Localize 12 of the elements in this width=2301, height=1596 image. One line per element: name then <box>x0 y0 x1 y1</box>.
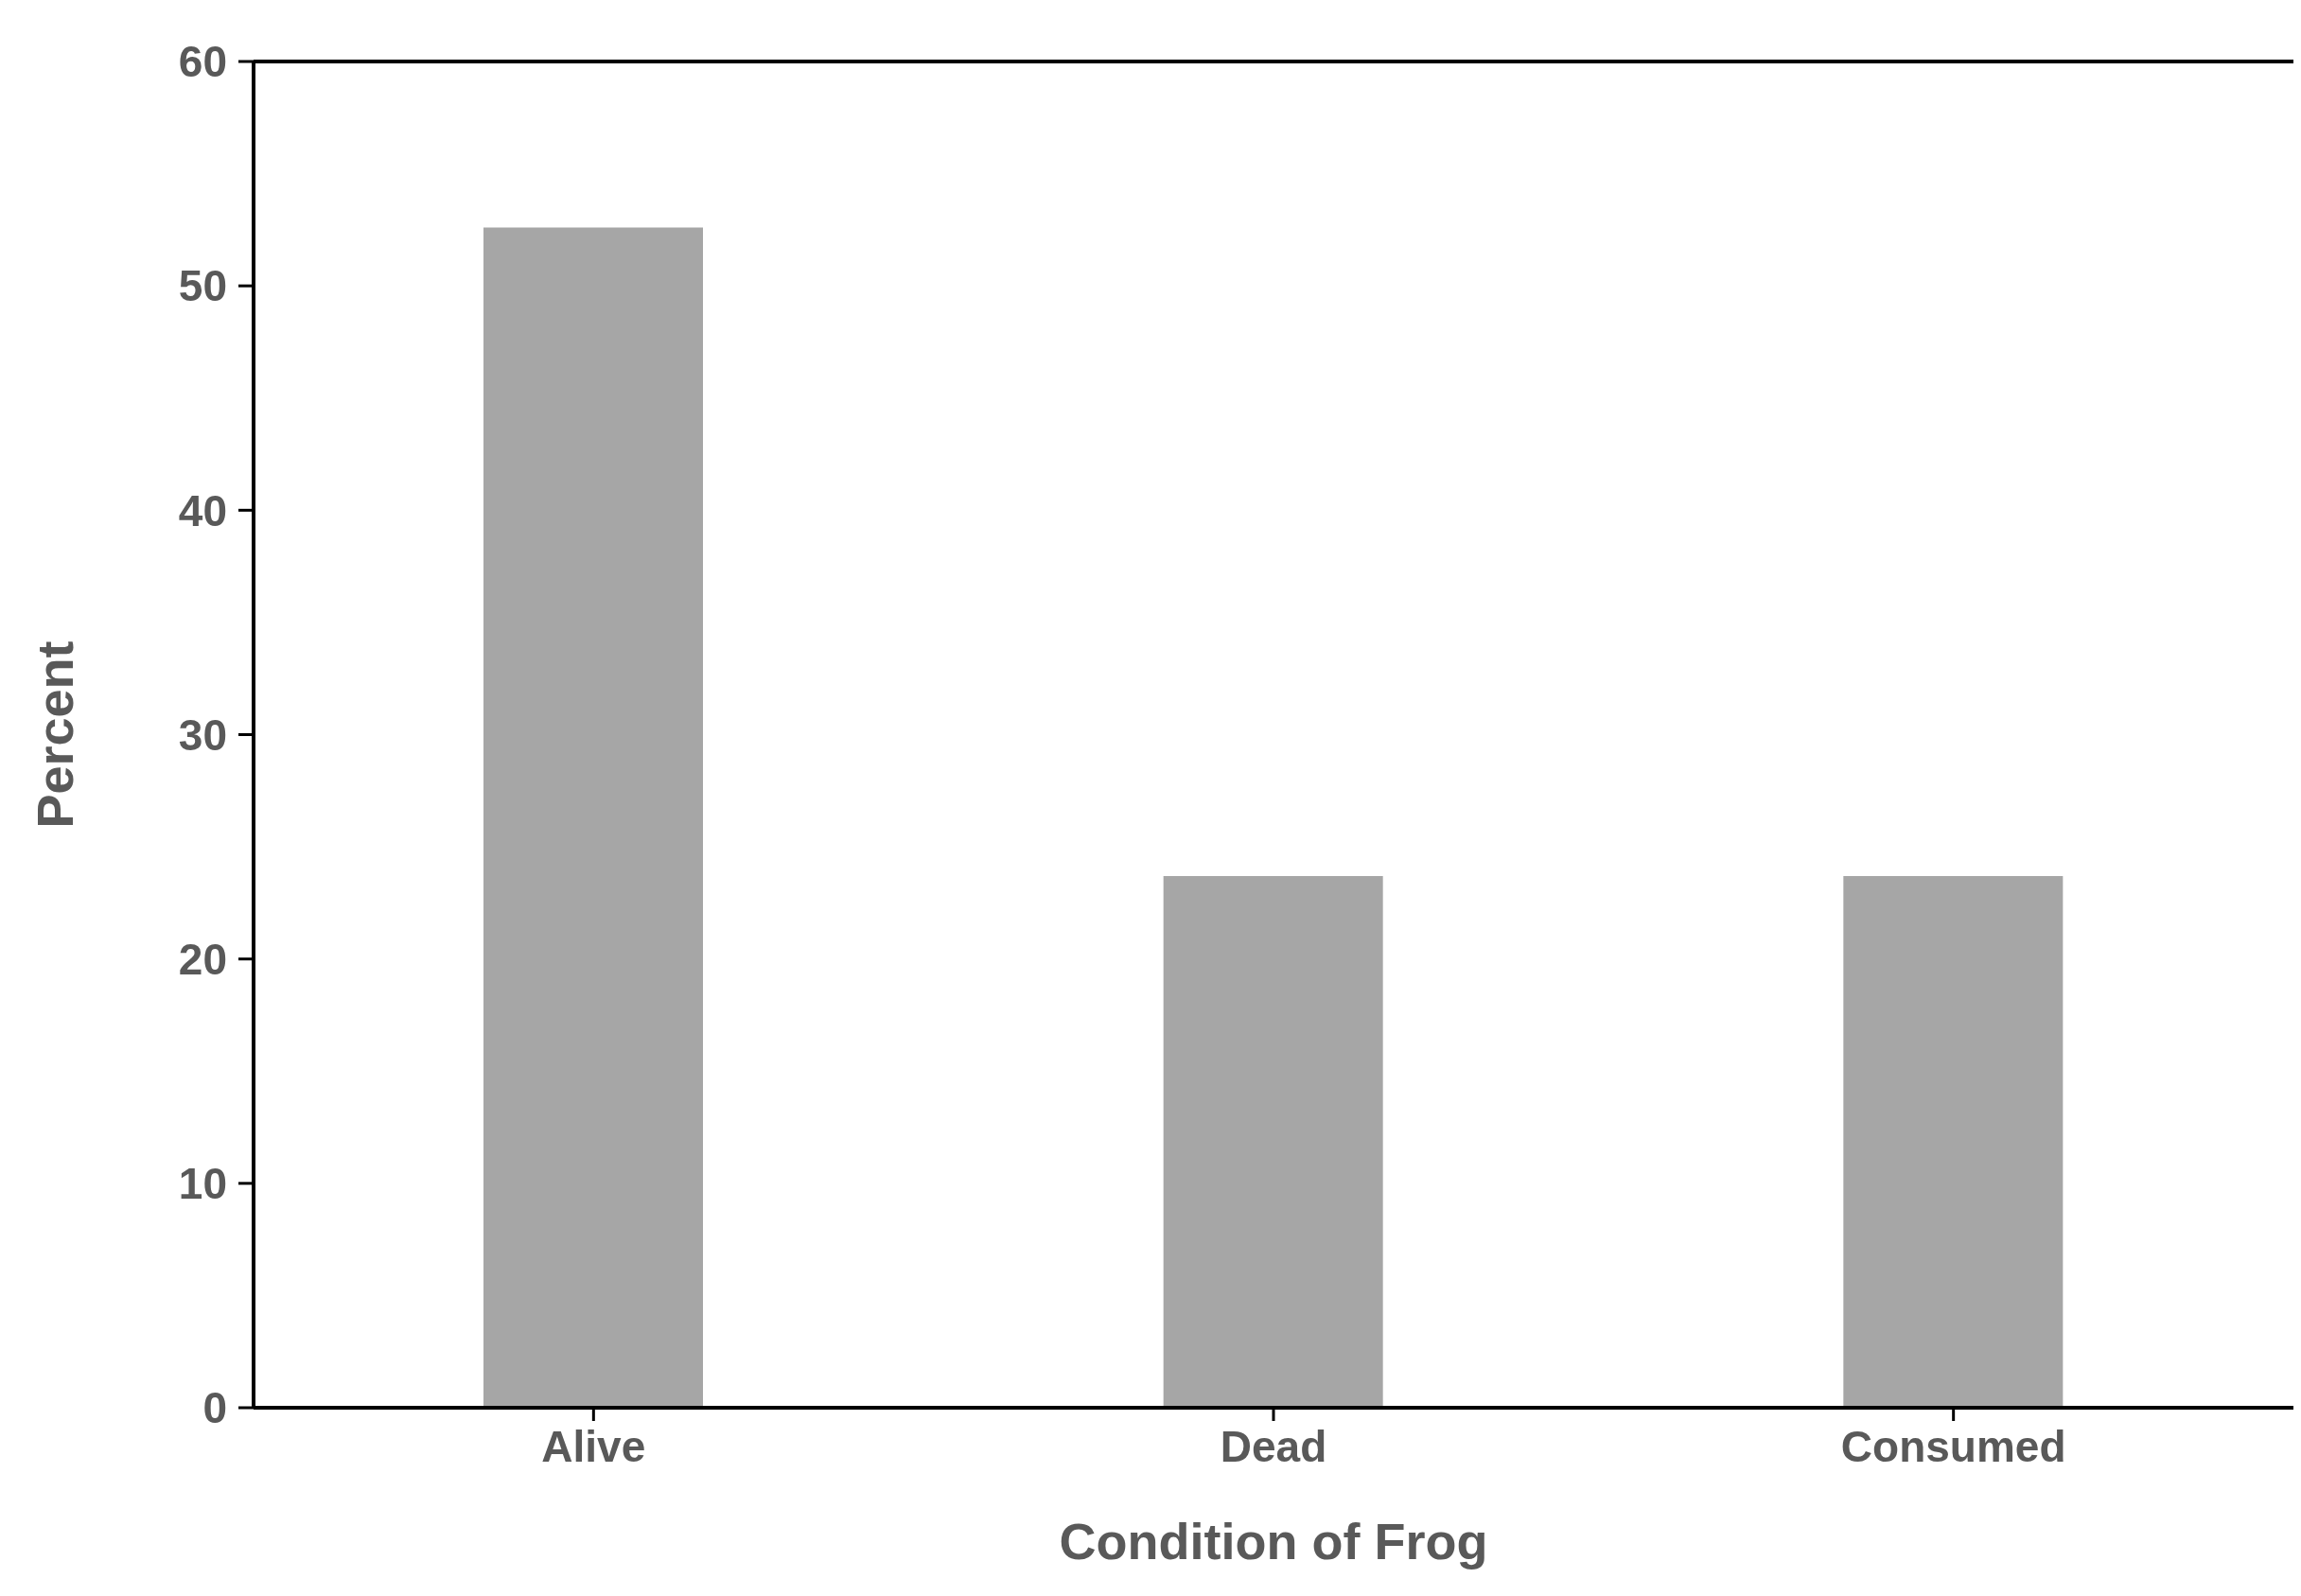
y-tick-label: 20 <box>178 935 227 984</box>
x-tick-label: Consumed <box>1840 1421 2066 1471</box>
y-tick-label: 10 <box>178 1159 227 1209</box>
y-tick-label: 0 <box>202 1383 227 1433</box>
x-tick-label: Alive <box>541 1421 646 1471</box>
y-tick-label: 60 <box>178 37 227 87</box>
y-axis-title: Percent <box>26 640 84 829</box>
y-tick-label: 50 <box>178 261 227 311</box>
x-tick-label: Dead <box>1220 1421 1327 1471</box>
y-tick-label: 30 <box>178 710 227 760</box>
y-tick-label: 40 <box>178 485 227 535</box>
x-axis-title: Condition of Frog <box>1059 1513 1488 1570</box>
